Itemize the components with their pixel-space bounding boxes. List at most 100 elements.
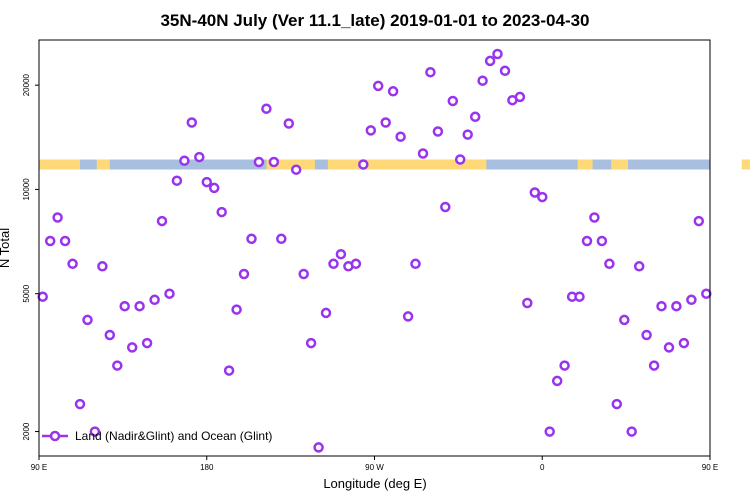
data-point <box>529 187 541 198</box>
data-point <box>171 175 183 186</box>
data-point <box>641 329 652 341</box>
data-point <box>305 337 317 349</box>
data-point <box>89 426 101 437</box>
data-point <box>350 258 362 270</box>
data-point <box>380 117 391 128</box>
land-segment-0 <box>39 159 81 170</box>
data-point <box>208 182 220 194</box>
data-point <box>134 300 145 312</box>
data-point <box>499 65 511 77</box>
data-point <box>604 258 615 270</box>
land-ocean-band <box>39 159 750 170</box>
data-point <box>290 164 302 175</box>
data-point <box>231 304 242 315</box>
data-point <box>365 125 377 136</box>
data-point <box>611 398 623 410</box>
data-point <box>59 235 71 247</box>
data-point <box>97 261 108 272</box>
data-point <box>462 129 473 140</box>
data-point <box>216 206 227 218</box>
chart-title: 35N-40N July (Ver 11.1_late) 2019-01-01 … <box>160 11 589 30</box>
data-point <box>596 235 608 247</box>
y-tick-label: 10000 <box>22 178 31 201</box>
legend: Land (Nadir&Glint) and Ocean (Glint) <box>42 429 272 443</box>
data-point <box>268 156 280 168</box>
data-point <box>648 360 660 371</box>
data-point <box>253 156 265 168</box>
y-tick-label: 5000 <box>22 284 31 302</box>
data-point <box>141 337 153 349</box>
data-point <box>559 360 570 371</box>
data-point <box>544 426 555 437</box>
data-point <box>67 258 78 270</box>
data-point <box>313 442 324 453</box>
data-point <box>104 329 116 341</box>
x-axis-ticks: 90 E 180 90 W 0 90 E <box>31 456 718 472</box>
x-axis-label: Longitude (deg E) <box>323 476 426 491</box>
x-tick-label: 0 <box>540 463 545 472</box>
data-points <box>37 48 712 453</box>
land-segment-1 <box>96 159 110 170</box>
data-point <box>358 159 369 170</box>
land-segment-2 <box>266 159 315 170</box>
y-tick-label: 20000 <box>22 73 31 96</box>
land-segment-4 <box>577 159 593 170</box>
data-point <box>678 337 690 349</box>
data-point <box>454 154 466 165</box>
data-point <box>156 215 168 227</box>
data-point <box>238 268 250 280</box>
data-point <box>537 191 548 203</box>
legend-marker <box>49 430 61 442</box>
data-point <box>686 294 697 306</box>
data-point <box>581 235 593 247</box>
data-point <box>432 126 444 137</box>
data-point <box>469 111 481 123</box>
data-point <box>37 291 48 302</box>
data-point <box>387 86 399 97</box>
data-point <box>522 297 533 309</box>
data-point <box>425 66 436 78</box>
data-point <box>126 342 138 353</box>
land-segment-6 <box>741 159 750 170</box>
legend-entry-label: Land (Nadir&Glint) and Ocean (Glint) <box>75 429 272 443</box>
data-point <box>693 215 705 227</box>
data-point <box>52 212 63 223</box>
x-tick-label: 90 E <box>31 463 47 472</box>
data-point <box>440 201 451 213</box>
land-segment-5 <box>611 159 628 170</box>
data-point <box>186 117 198 128</box>
data-point <box>477 75 488 86</box>
data-point <box>663 342 675 353</box>
y-axis-label: N Total <box>0 228 12 268</box>
data-point <box>484 55 496 67</box>
data-point <box>320 307 332 319</box>
data-point <box>112 360 123 371</box>
data-point <box>395 131 406 142</box>
land-segment-3 <box>327 159 487 170</box>
data-point <box>372 80 384 92</box>
data-point <box>201 176 213 188</box>
data-point <box>119 300 130 312</box>
y-axis-ticks: 2000 5000 10000 20000 <box>22 73 39 440</box>
data-point <box>402 311 414 322</box>
x-tick-label: 180 <box>200 463 214 472</box>
data-point <box>328 258 339 270</box>
data-point <box>574 291 585 302</box>
data-point <box>619 314 630 326</box>
data-point <box>551 375 563 387</box>
data-point <box>179 155 190 166</box>
data-point <box>447 95 459 107</box>
data-point <box>276 233 287 245</box>
data-point <box>283 118 295 129</box>
data-point <box>701 288 712 299</box>
y-tick-label: 2000 <box>22 422 31 440</box>
data-point <box>223 365 235 376</box>
data-point <box>656 300 667 312</box>
data-point <box>261 103 272 114</box>
data-point <box>335 248 347 260</box>
data-point <box>589 212 600 223</box>
data-point <box>298 268 309 280</box>
data-point <box>671 300 682 312</box>
data-point <box>514 91 526 103</box>
